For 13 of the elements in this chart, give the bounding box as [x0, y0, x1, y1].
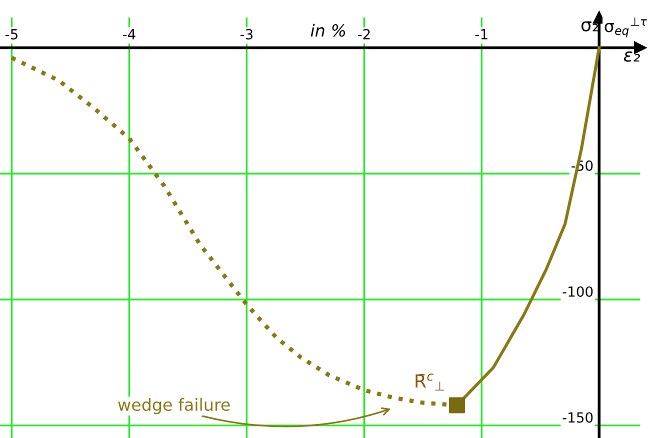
x-tick-label: -1: [475, 29, 488, 40]
annotation: R̄$^{c}$$_{⊥}$: [416, 374, 444, 390]
y-axis-title: σ₂: [581, 21, 598, 32]
y-tick-label: -100: [562, 286, 593, 297]
x-tick-label: -5: [6, 29, 18, 40]
annotation: σ$_{eq}$$^{⊥τ}$: [604, 18, 647, 38]
y-tick-label: -150: [562, 412, 593, 423]
annotation: wedge failure: [118, 398, 230, 414]
annotation: in %: [310, 24, 346, 37]
x-tick-label: -2: [358, 28, 370, 40]
x-tick-label: -3: [240, 28, 253, 40]
x-axis-title: ε₂: [624, 51, 640, 62]
x-tick-label: -4: [122, 29, 136, 40]
